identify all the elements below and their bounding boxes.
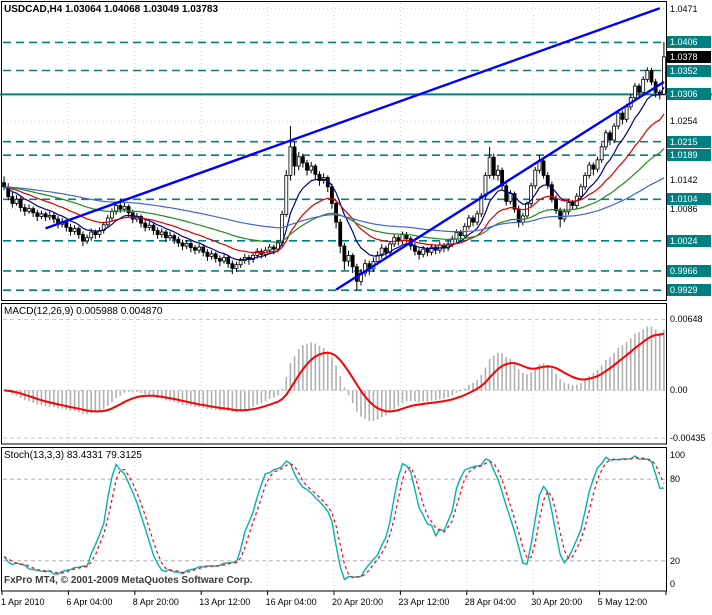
time-axis-label: 16 Apr 04:00	[265, 597, 317, 607]
macd-indicator-title: MACD(12,26,9) 0.005988 0.004870	[4, 306, 163, 317]
main-chart-title: USDCAD,H4 1.03064 1.04068 1.03049 1.0378…	[4, 4, 219, 15]
time-axis-label: 23 Apr 12:00	[398, 597, 450, 607]
time-axis-label: 13 Apr 12:00	[199, 597, 251, 607]
time-axis-label: 20 Apr 20:00	[332, 597, 384, 607]
trend-lines-layer	[45, 7, 665, 291]
time-axis-label: 6 Apr 04:00	[66, 597, 113, 607]
time-axis-ticks	[1, 591, 667, 595]
time-axis-label: 28 Apr 04:00	[464, 597, 516, 607]
watermark: FxPro MT4, © 2001-2009 MetaQuotes Softwa…	[4, 575, 253, 586]
grid-layer	[3, 3, 665, 590]
stochastic-layer	[3, 455, 665, 581]
time-axis-label: 8 Apr 20:00	[132, 597, 179, 607]
time-axis-label: 5 May 12:00	[597, 597, 648, 607]
moving-averages-layer	[3, 87, 665, 261]
panel-borders	[1, 1, 667, 592]
stoch-indicator-title: Stoch(13,3,3) 83.4331 79.3125	[4, 450, 142, 461]
time-axis-label: 1 Apr 2010	[1, 597, 45, 607]
time-axis[interactable]: 1 Apr 2010 6 Apr 04:00 8 Apr 20:00 13 Apr 1…	[0, 594, 712, 615]
time-axis-label: 30 Apr 20:00	[531, 597, 583, 607]
macd-layer	[3, 318, 665, 439]
